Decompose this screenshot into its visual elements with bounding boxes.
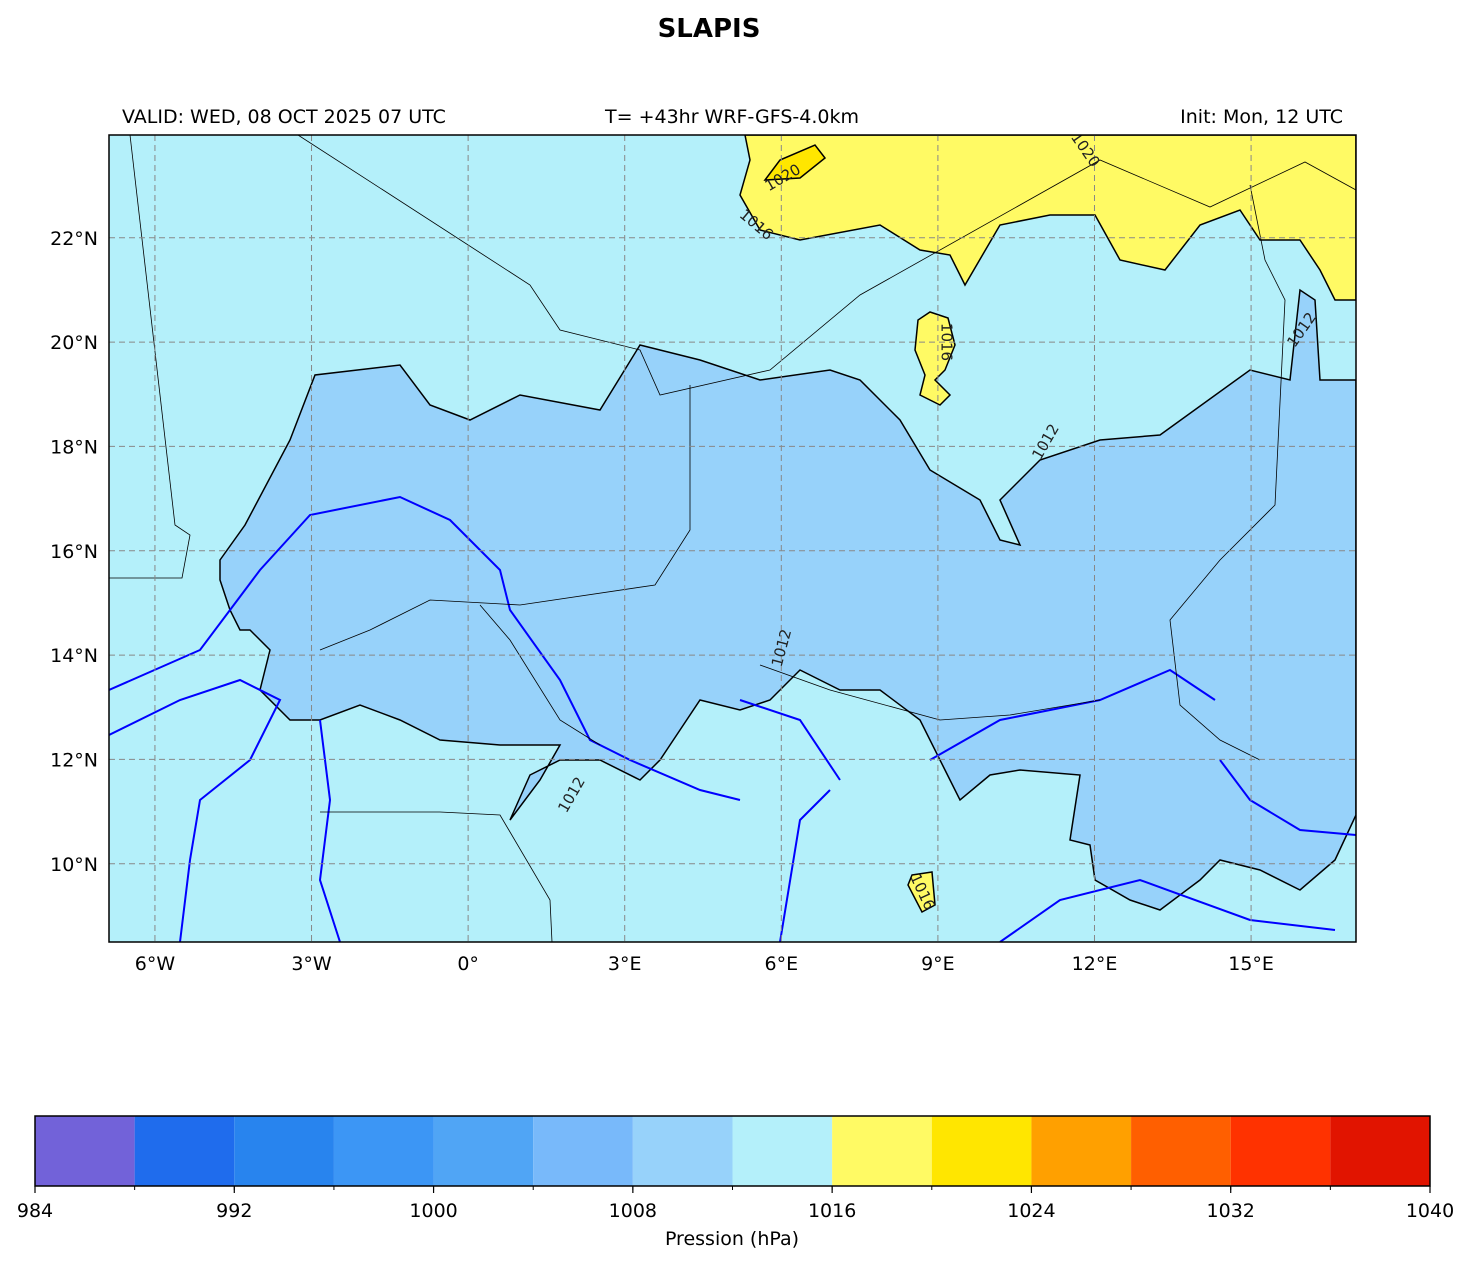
lon-tick-label: 3°E (608, 953, 642, 975)
valid-time: VALID: WED, 08 OCT 2025 07 UTC (122, 106, 446, 128)
colorbar-tick-label: 1024 (1007, 1200, 1055, 1222)
colorbar-segment (1330, 1116, 1430, 1186)
lon-tick-label: 3°W (291, 953, 332, 975)
title: SLAPIS (658, 14, 761, 44)
colorbar-frame (34, 1115, 1431, 1187)
colorbar-segment (632, 1116, 733, 1186)
colorbar-segment (35, 1116, 135, 1186)
axes: 6°W 3°W 0° 3°E 6°E 9°E 12°E 15°E 10°N 12°N 14°N 16°… (50, 228, 1274, 975)
colorbar-segment (832, 1116, 932, 1186)
lon-tick-label: 0° (457, 953, 479, 975)
pressure-1016-area (739, 135, 1356, 914)
map-frame (108, 134, 1357, 943)
lon-tick-label: 15°E (1228, 953, 1274, 975)
lat-tick-label: 12°N (50, 749, 98, 771)
colorbar-tick-label: 1016 (808, 1200, 856, 1222)
lon-tick-label: 12°E (1072, 953, 1118, 975)
contour-lines (109, 495, 1356, 942)
colorbar-tick-label: 1008 (609, 1200, 657, 1222)
lon-tick-label: 6°E (765, 953, 799, 975)
pressure-1008-area (219, 288, 1356, 911)
colorbar-tick-label: 1040 (1406, 1200, 1454, 1222)
gridlines (109, 135, 1356, 942)
colorbar-segment (931, 1116, 1032, 1186)
colorbar-segment (134, 1116, 235, 1186)
borders (109, 135, 1356, 942)
pressure-1020-area (763, 144, 827, 181)
lat-tick-label: 20°N (50, 332, 98, 354)
colorbar-tick-label: 1032 (1207, 1200, 1255, 1222)
init-time: Init: Mon, 12 UTC (1180, 106, 1343, 128)
lat-tick-label: 14°N (50, 645, 98, 667)
contour-label: 1016 (938, 323, 956, 361)
colorbar-segment (1031, 1116, 1132, 1186)
run-info: T= +43hr WRF-GFS-4.0km (604, 106, 859, 128)
colorbar-segment (234, 1116, 334, 1186)
colorbar: 984 992 1000 1008 1016 1024 1032 1040 (17, 1115, 1454, 1222)
colorbar-label: Pression (hPa) (665, 1228, 799, 1250)
colorbar-segment (732, 1116, 833, 1186)
colorbar-segment (433, 1116, 534, 1186)
lat-tick-label: 16°N (50, 541, 98, 563)
colorbar-segment (1131, 1116, 1231, 1186)
lat-tick-label: 10°N (50, 854, 98, 876)
colorbar-tick-label: 984 (17, 1200, 53, 1222)
colorbar-tick-label: 1000 (409, 1200, 457, 1222)
lon-tick-label: 9°E (921, 953, 955, 975)
colorbar-segment (533, 1116, 633, 1186)
colorbar-tick-label: 992 (216, 1200, 252, 1222)
lat-tick-label: 22°N (50, 228, 98, 250)
lat-tick-label: 18°N (50, 436, 98, 458)
colorbar-segment (333, 1116, 434, 1186)
lon-tick-label: 6°W (135, 953, 176, 975)
colorbar-segment (1230, 1116, 1331, 1186)
